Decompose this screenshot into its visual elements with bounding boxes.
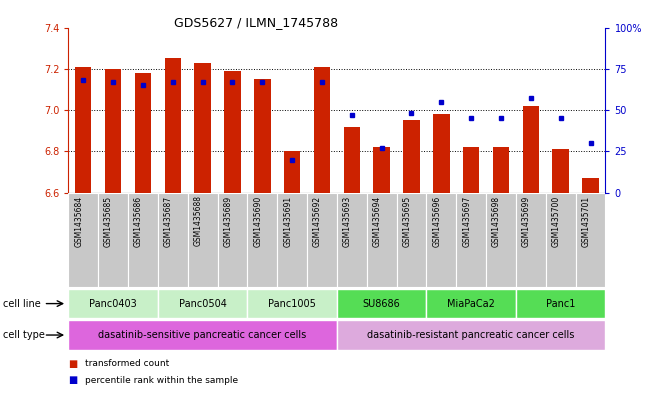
Bar [128,193,158,287]
Text: GSM1435700: GSM1435700 [551,195,561,247]
Text: GSM1435686: GSM1435686 [134,195,143,246]
Bar [337,320,605,350]
Text: GSM1435701: GSM1435701 [581,195,590,246]
Bar [433,114,450,193]
Text: GSM1435688: GSM1435688 [193,195,202,246]
Bar [367,193,396,287]
Bar [75,67,92,193]
Text: Panc0504: Panc0504 [178,299,227,309]
Text: dasatinib-sensitive pancreatic cancer cells: dasatinib-sensitive pancreatic cancer ce… [98,330,307,340]
Bar [486,193,516,287]
Text: percentile rank within the sample: percentile rank within the sample [85,376,238,384]
Text: Panc1: Panc1 [546,299,575,309]
Bar [553,149,569,193]
Bar [463,147,479,193]
Bar [546,193,575,287]
Bar [344,127,360,193]
Bar [158,289,247,318]
Text: GSM1435684: GSM1435684 [74,195,83,246]
Bar [68,320,337,350]
Bar [403,120,420,193]
Bar [158,193,187,287]
Bar [187,193,217,287]
Bar [516,289,605,318]
Bar [247,193,277,287]
Bar [582,178,599,193]
Text: GSM1435691: GSM1435691 [283,195,292,246]
Text: ■: ■ [68,375,77,385]
Bar [523,106,539,193]
Text: GSM1435692: GSM1435692 [313,195,322,246]
Bar [217,193,247,287]
Text: GSM1435698: GSM1435698 [492,195,501,246]
Text: GSM1435694: GSM1435694 [372,195,381,247]
Text: GSM1435697: GSM1435697 [462,195,471,247]
Bar [165,59,181,193]
Text: GSM1435690: GSM1435690 [253,195,262,247]
Text: MiaPaCa2: MiaPaCa2 [447,299,495,309]
Bar [68,289,158,318]
Bar [374,147,390,193]
Bar [426,289,516,318]
Text: Panc1005: Panc1005 [268,299,316,309]
Bar [516,193,546,287]
Bar [68,193,98,287]
Bar [456,193,486,287]
Bar [426,193,456,287]
Text: SU8686: SU8686 [363,299,400,309]
Bar [337,193,367,287]
Text: GDS5627 / ILMN_1745788: GDS5627 / ILMN_1745788 [174,16,339,29]
Bar [277,193,307,287]
Text: Panc0403: Panc0403 [89,299,137,309]
Bar [307,193,337,287]
Bar [135,73,151,193]
Text: cell type: cell type [3,330,45,340]
Bar [493,147,509,193]
Bar [105,69,121,193]
Bar [337,289,426,318]
Text: dasatinib-resistant pancreatic cancer cells: dasatinib-resistant pancreatic cancer ce… [367,330,575,340]
Text: GSM1435687: GSM1435687 [164,195,173,246]
Text: GSM1435699: GSM1435699 [522,195,531,247]
Text: transformed count: transformed count [85,359,169,368]
Text: ■: ■ [68,358,77,369]
Text: GSM1435689: GSM1435689 [223,195,232,246]
Bar [98,193,128,287]
Bar [195,62,211,193]
Bar [247,289,337,318]
Bar [314,67,330,193]
Text: GSM1435685: GSM1435685 [104,195,113,246]
Bar [284,151,300,193]
Text: GSM1435696: GSM1435696 [432,195,441,247]
Text: GSM1435695: GSM1435695 [402,195,411,247]
Text: cell line: cell line [3,299,41,309]
Bar [575,193,605,287]
Bar [254,79,271,193]
Text: GSM1435693: GSM1435693 [343,195,352,247]
Bar [224,71,241,193]
Bar [396,193,426,287]
